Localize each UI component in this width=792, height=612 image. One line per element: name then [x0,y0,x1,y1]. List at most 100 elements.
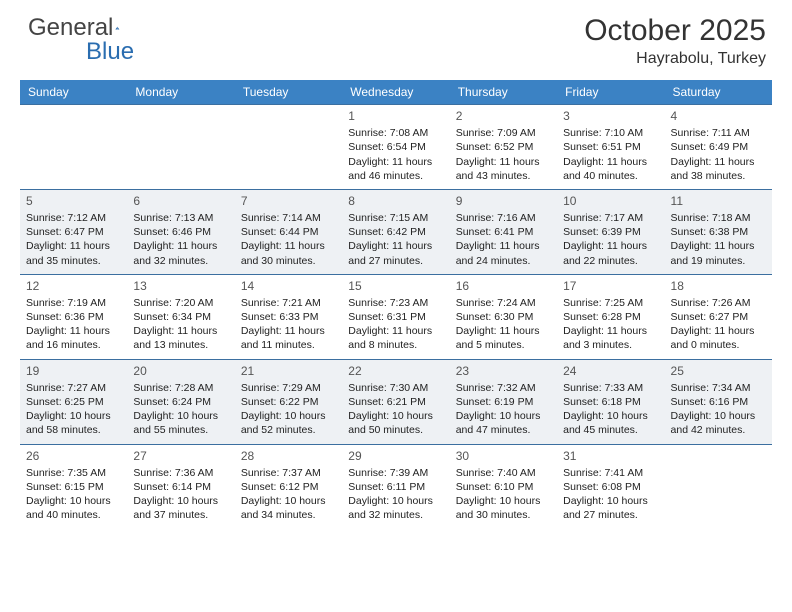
calendar-cell: 28Sunrise: 7:37 AMSunset: 6:12 PMDayligh… [235,444,342,528]
day-number: 20 [133,363,228,379]
day-number: 24 [563,363,658,379]
day-detail-line: Daylight: 11 hours and 0 minutes. [671,324,766,352]
logo-sail-icon [115,18,120,38]
day-detail-line: Sunset: 6:14 PM [133,480,228,494]
calendar-cell-empty [665,444,772,528]
day-detail-line: Sunrise: 7:17 AM [563,211,658,225]
day-detail-line: Sunrise: 7:28 AM [133,381,228,395]
calendar-cell: 6 Sunrise: 7:13 AMSunset: 6:46 PMDaylight… [127,189,234,274]
calendar-cell: 10Sunrise: 7:17 AMSunset: 6:39 PMDayligh… [557,189,664,274]
day-detail-line: Sunrise: 7:13 AM [133,211,228,225]
calendar-cell-empty [127,105,234,190]
day-detail-line: Daylight: 11 hours and 24 minutes. [456,239,551,267]
day-detail-line: Sunrise: 7:23 AM [348,296,443,310]
day-detail-line: Sunset: 6:46 PM [133,225,228,239]
day-detail-line: Sunset: 6:33 PM [241,310,336,324]
calendar-cell: 20Sunrise: 7:28 AMSunset: 6:24 PMDayligh… [127,359,234,444]
day-detail-line: Daylight: 11 hours and 11 minutes. [241,324,336,352]
day-detail-line: Daylight: 10 hours and 45 minutes. [563,409,658,437]
day-detail-line: Sunrise: 7:30 AM [348,381,443,395]
day-detail-line: Sunrise: 7:40 AM [456,466,551,480]
day-detail-line: Sunrise: 7:41 AM [563,466,658,480]
day-detail-line: Sunrise: 7:14 AM [241,211,336,225]
day-detail-line: Daylight: 10 hours and 37 minutes. [133,494,228,522]
day-detail-line: Daylight: 10 hours and 34 minutes. [241,494,336,522]
day-number: 17 [563,278,658,294]
day-detail-line: Daylight: 10 hours and 40 minutes. [26,494,121,522]
calendar-week-row: 1Sunrise: 7:08 AMSunset: 6:54 PMDaylight… [20,105,772,190]
day-header: Monday [127,80,234,105]
day-detail-line: Sunset: 6:34 PM [133,310,228,324]
day-detail-line: Sunrise: 7:32 AM [456,381,551,395]
calendar-week-row: 19Sunrise: 7:27 AMSunset: 6:25 PMDayligh… [20,359,772,444]
day-detail-line: Sunset: 6:10 PM [456,480,551,494]
calendar-cell: 16Sunrise: 7:24 AMSunset: 6:30 PMDayligh… [450,274,557,359]
calendar-cell: 12Sunrise: 7:19 AMSunset: 6:36 PMDayligh… [20,274,127,359]
day-detail-line: Daylight: 10 hours and 47 minutes. [456,409,551,437]
day-number: 26 [26,448,121,464]
day-header: Saturday [665,80,772,105]
day-detail-line: Sunset: 6:25 PM [26,395,121,409]
day-detail-line: Daylight: 11 hours and 16 minutes. [26,324,121,352]
day-detail-line: Sunset: 6:21 PM [348,395,443,409]
day-detail-line: Sunset: 6:22 PM [241,395,336,409]
day-detail-line: Daylight: 11 hours and 32 minutes. [133,239,228,267]
day-detail-line: Daylight: 10 hours and 42 minutes. [671,409,766,437]
day-number: 6 [133,193,228,209]
day-header: Tuesday [235,80,342,105]
day-detail-line: Sunrise: 7:19 AM [26,296,121,310]
day-detail-line: Sunset: 6:19 PM [456,395,551,409]
day-detail-line: Sunset: 6:27 PM [671,310,766,324]
day-detail-line: Sunset: 6:18 PM [563,395,658,409]
day-detail-line: Sunrise: 7:34 AM [671,381,766,395]
calendar-week-row: 26Sunrise: 7:35 AMSunset: 6:15 PMDayligh… [20,444,772,528]
day-detail-line: Daylight: 10 hours and 30 minutes. [456,494,551,522]
day-number: 8 [348,193,443,209]
day-detail-line: Daylight: 10 hours and 52 minutes. [241,409,336,437]
calendar-cell: 27Sunrise: 7:36 AMSunset: 6:14 PMDayligh… [127,444,234,528]
brand-text-2: Blue [86,38,134,66]
day-detail-line: Sunrise: 7:26 AM [671,296,766,310]
day-number: 16 [456,278,551,294]
calendar-cell-empty [235,105,342,190]
day-detail-line: Daylight: 11 hours and 19 minutes. [671,239,766,267]
calendar-cell: 7Sunrise: 7:14 AMSunset: 6:44 PMDaylight… [235,189,342,274]
day-number: 1 [348,108,443,124]
day-detail-line: Sunset: 6:16 PM [671,395,766,409]
day-detail-line: Daylight: 11 hours and 46 minutes. [348,155,443,183]
calendar-cell: 22Sunrise: 7:30 AMSunset: 6:21 PMDayligh… [342,359,449,444]
day-detail-line: Sunset: 6:31 PM [348,310,443,324]
calendar-week-row: 5Sunrise: 7:12 AMSunset: 6:47 PMDaylight… [20,189,772,274]
day-number: 12 [26,278,121,294]
calendar-cell-empty [20,105,127,190]
calendar-week-row: 12Sunrise: 7:19 AMSunset: 6:36 PMDayligh… [20,274,772,359]
day-header: Sunday [20,80,127,105]
day-detail-line: Sunrise: 7:08 AM [348,126,443,140]
calendar-cell: 4Sunrise: 7:11 AMSunset: 6:49 PMDaylight… [665,105,772,190]
calendar-cell: 19Sunrise: 7:27 AMSunset: 6:25 PMDayligh… [20,359,127,444]
calendar-cell: 11Sunrise: 7:18 AMSunset: 6:38 PMDayligh… [665,189,772,274]
day-detail-line: Daylight: 11 hours and 43 minutes. [456,155,551,183]
day-detail-line: Sunset: 6:30 PM [456,310,551,324]
day-detail-line: Sunrise: 7:29 AM [241,381,336,395]
day-detail-line: Daylight: 11 hours and 3 minutes. [563,324,658,352]
day-detail-line: Daylight: 11 hours and 13 minutes. [133,324,228,352]
day-detail-line: Sunrise: 7:15 AM [348,211,443,225]
day-detail-line: Sunset: 6:08 PM [563,480,658,494]
calendar-cell: 9Sunrise: 7:16 AMSunset: 6:41 PMDaylight… [450,189,557,274]
location-label: Hayrabolu, Turkey [584,50,766,68]
day-number: 3 [563,108,658,124]
calendar-cell: 31Sunrise: 7:41 AMSunset: 6:08 PMDayligh… [557,444,664,528]
day-detail-line: Sunset: 6:12 PM [241,480,336,494]
day-number: 2 [456,108,551,124]
day-detail-line: Sunset: 6:47 PM [26,225,121,239]
day-number: 13 [133,278,228,294]
day-detail-line: Daylight: 11 hours and 38 minutes. [671,155,766,183]
day-detail-line: Sunset: 6:42 PM [348,225,443,239]
day-detail-line: Sunset: 6:51 PM [563,140,658,154]
day-detail-line: Sunset: 6:28 PM [563,310,658,324]
day-header: Thursday [450,80,557,105]
day-detail-line: Sunrise: 7:27 AM [26,381,121,395]
day-detail-line: Sunrise: 7:33 AM [563,381,658,395]
day-number: 22 [348,363,443,379]
